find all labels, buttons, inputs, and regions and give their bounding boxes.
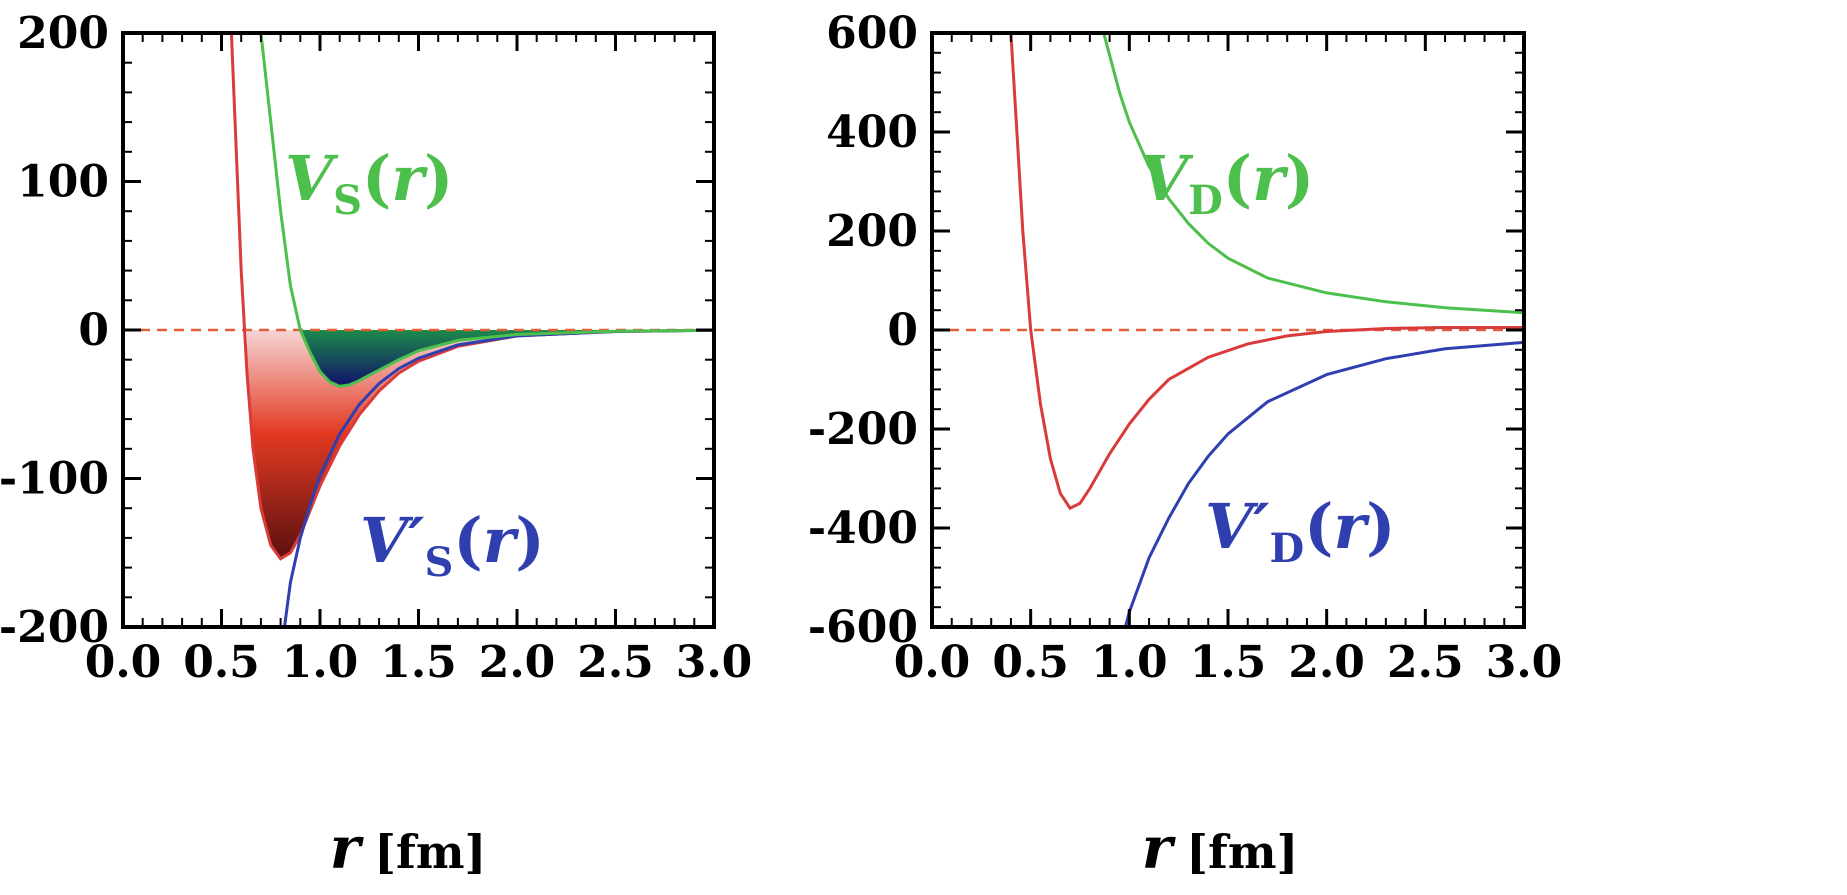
vs-label-paren-close: ) [424, 142, 453, 215]
x-tick-label: 2.0 [1288, 637, 1365, 688]
y-tick-label: -200 [808, 404, 918, 455]
vd-prime-label-paren-open: ( [1304, 490, 1333, 563]
vd-label-paren-open: ( [1223, 142, 1252, 215]
y-tick-label: 100 [17, 157, 109, 208]
x-tick-label: 3.0 [676, 637, 753, 688]
left-tick-labels: 0.0 0.5 1.0 1.5 2.0 2.5 3.0 200 100 0 -100 -200 [0, 8, 752, 688]
vs-label-var: r [391, 142, 428, 215]
y-tick-label: 600 [826, 8, 918, 59]
right-ticks [930, 31, 1526, 629]
left-blue-area [300, 330, 714, 387]
vs-prime-label-prime: ′ [408, 504, 424, 577]
vs-label-sub: S [333, 177, 362, 224]
vs-prime-label-paren-close: ) [515, 504, 544, 577]
x-tick-label: 0.0 [894, 637, 971, 688]
x-tick-label: 0.5 [183, 637, 260, 688]
right-vd-curve [1102, 33, 1524, 315]
left-x-axis-label: r [fm] [330, 814, 487, 882]
vd-label-sub: D [1188, 177, 1223, 224]
vd-label-paren-close: ) [1285, 142, 1314, 215]
vd-label-main: V [1140, 142, 1194, 215]
left-vs-prime-curve [283, 328, 714, 627]
vd-prime-label-main: V [1205, 490, 1259, 563]
y-tick-label: -100 [0, 454, 109, 505]
x-tick-label: 1.5 [1190, 637, 1267, 688]
vd-prime-label-sub: D [1269, 525, 1304, 572]
vs-prime-label-sub: S [424, 539, 453, 586]
y-tick-label: 0 [78, 305, 109, 356]
y-tick-label: 0 [887, 305, 918, 356]
vs-prime-label-var: r [483, 504, 520, 577]
right-tick-labels: 0.0 0.5 1.0 1.5 2.0 2.5 3.0 600 400 200 0 -200 -400 -… [808, 8, 1562, 688]
x-tick-label: 2.5 [1387, 637, 1464, 688]
vs-label-paren-open: ( [362, 142, 391, 215]
x-tick-label: 2.5 [577, 637, 654, 688]
right-vd-label: VD(r) [1140, 142, 1314, 224]
x-tick-label: 0.0 [85, 637, 162, 688]
y-tick-label: -400 [808, 503, 918, 554]
y-tick-label: 400 [826, 107, 918, 158]
x-tick-label: 2.0 [479, 637, 556, 688]
right-panel: 0.0 0.5 1.0 1.5 2.0 2.5 3.0 600 400 200 0 -200 -400 -… [808, 8, 1562, 882]
y-tick-label: -200 [0, 602, 109, 653]
left-x-axis-unit: [fm] [374, 825, 486, 879]
right-x-axis-unit: [fm] [1186, 825, 1298, 879]
vd-prime-label-var: r [1334, 490, 1371, 563]
right-vd-prime-curve [1123, 340, 1524, 627]
x-tick-label: 1.0 [1091, 637, 1168, 688]
left-vs-curve [259, 33, 714, 388]
y-tick-label: 200 [826, 206, 918, 257]
x-tick-label: 3.0 [1486, 637, 1563, 688]
x-tick-label: 1.5 [380, 637, 457, 688]
left-red-area [247, 330, 714, 559]
left-vs-prime-label: V′S(r) [360, 504, 545, 586]
left-curves [229, 33, 714, 627]
left-vs-label: VS(r) [285, 142, 453, 224]
right-total-curve [1009, 33, 1524, 511]
vs-prime-label-main: V [360, 504, 414, 577]
vd-label-var: r [1252, 142, 1289, 215]
left-total-curve [229, 33, 714, 561]
x-tick-label: 0.5 [992, 637, 1069, 688]
right-x-axis-label: r [fm] [1142, 814, 1299, 882]
x-tick-label: 1.0 [282, 637, 359, 688]
left-x-axis-var: r [330, 814, 365, 882]
y-tick-label: -600 [808, 602, 918, 653]
y-tick-label: 200 [17, 8, 109, 59]
vd-prime-label-prime: ′ [1253, 490, 1269, 563]
vd-prime-label-paren-close: ) [1366, 490, 1395, 563]
left-ticks [121, 31, 716, 629]
right-x-axis-var: r [1142, 814, 1177, 882]
right-vd-prime-label: V′D(r) [1205, 490, 1396, 572]
right-curves [1009, 33, 1524, 627]
vs-prime-label-paren-open: ( [453, 504, 482, 577]
left-fill-layer [247, 330, 714, 559]
vs-label-main: V [285, 142, 339, 215]
